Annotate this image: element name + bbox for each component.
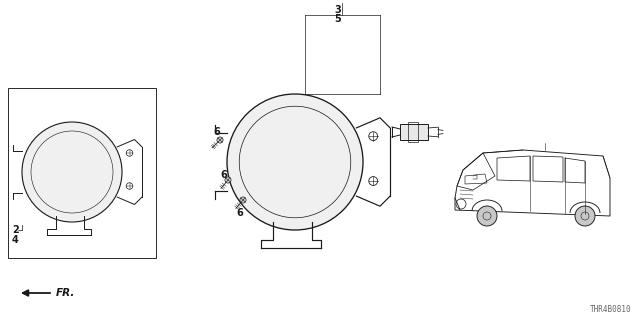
Bar <box>400 124 428 140</box>
Text: 6: 6 <box>213 127 220 137</box>
Text: 3: 3 <box>334 5 340 15</box>
Text: THR4B0810: THR4B0810 <box>590 305 632 314</box>
Circle shape <box>22 122 122 222</box>
Circle shape <box>217 137 223 143</box>
Text: 6: 6 <box>236 208 243 218</box>
Text: 4: 4 <box>12 235 19 245</box>
Circle shape <box>575 206 595 226</box>
Text: 5: 5 <box>334 14 340 24</box>
Circle shape <box>477 206 497 226</box>
Text: FR.: FR. <box>56 288 76 298</box>
Circle shape <box>227 94 363 230</box>
Circle shape <box>225 177 231 183</box>
Bar <box>8 88 156 258</box>
Bar <box>408 122 418 142</box>
Text: 2: 2 <box>12 225 19 235</box>
Circle shape <box>240 197 246 203</box>
Text: 6: 6 <box>220 170 227 180</box>
